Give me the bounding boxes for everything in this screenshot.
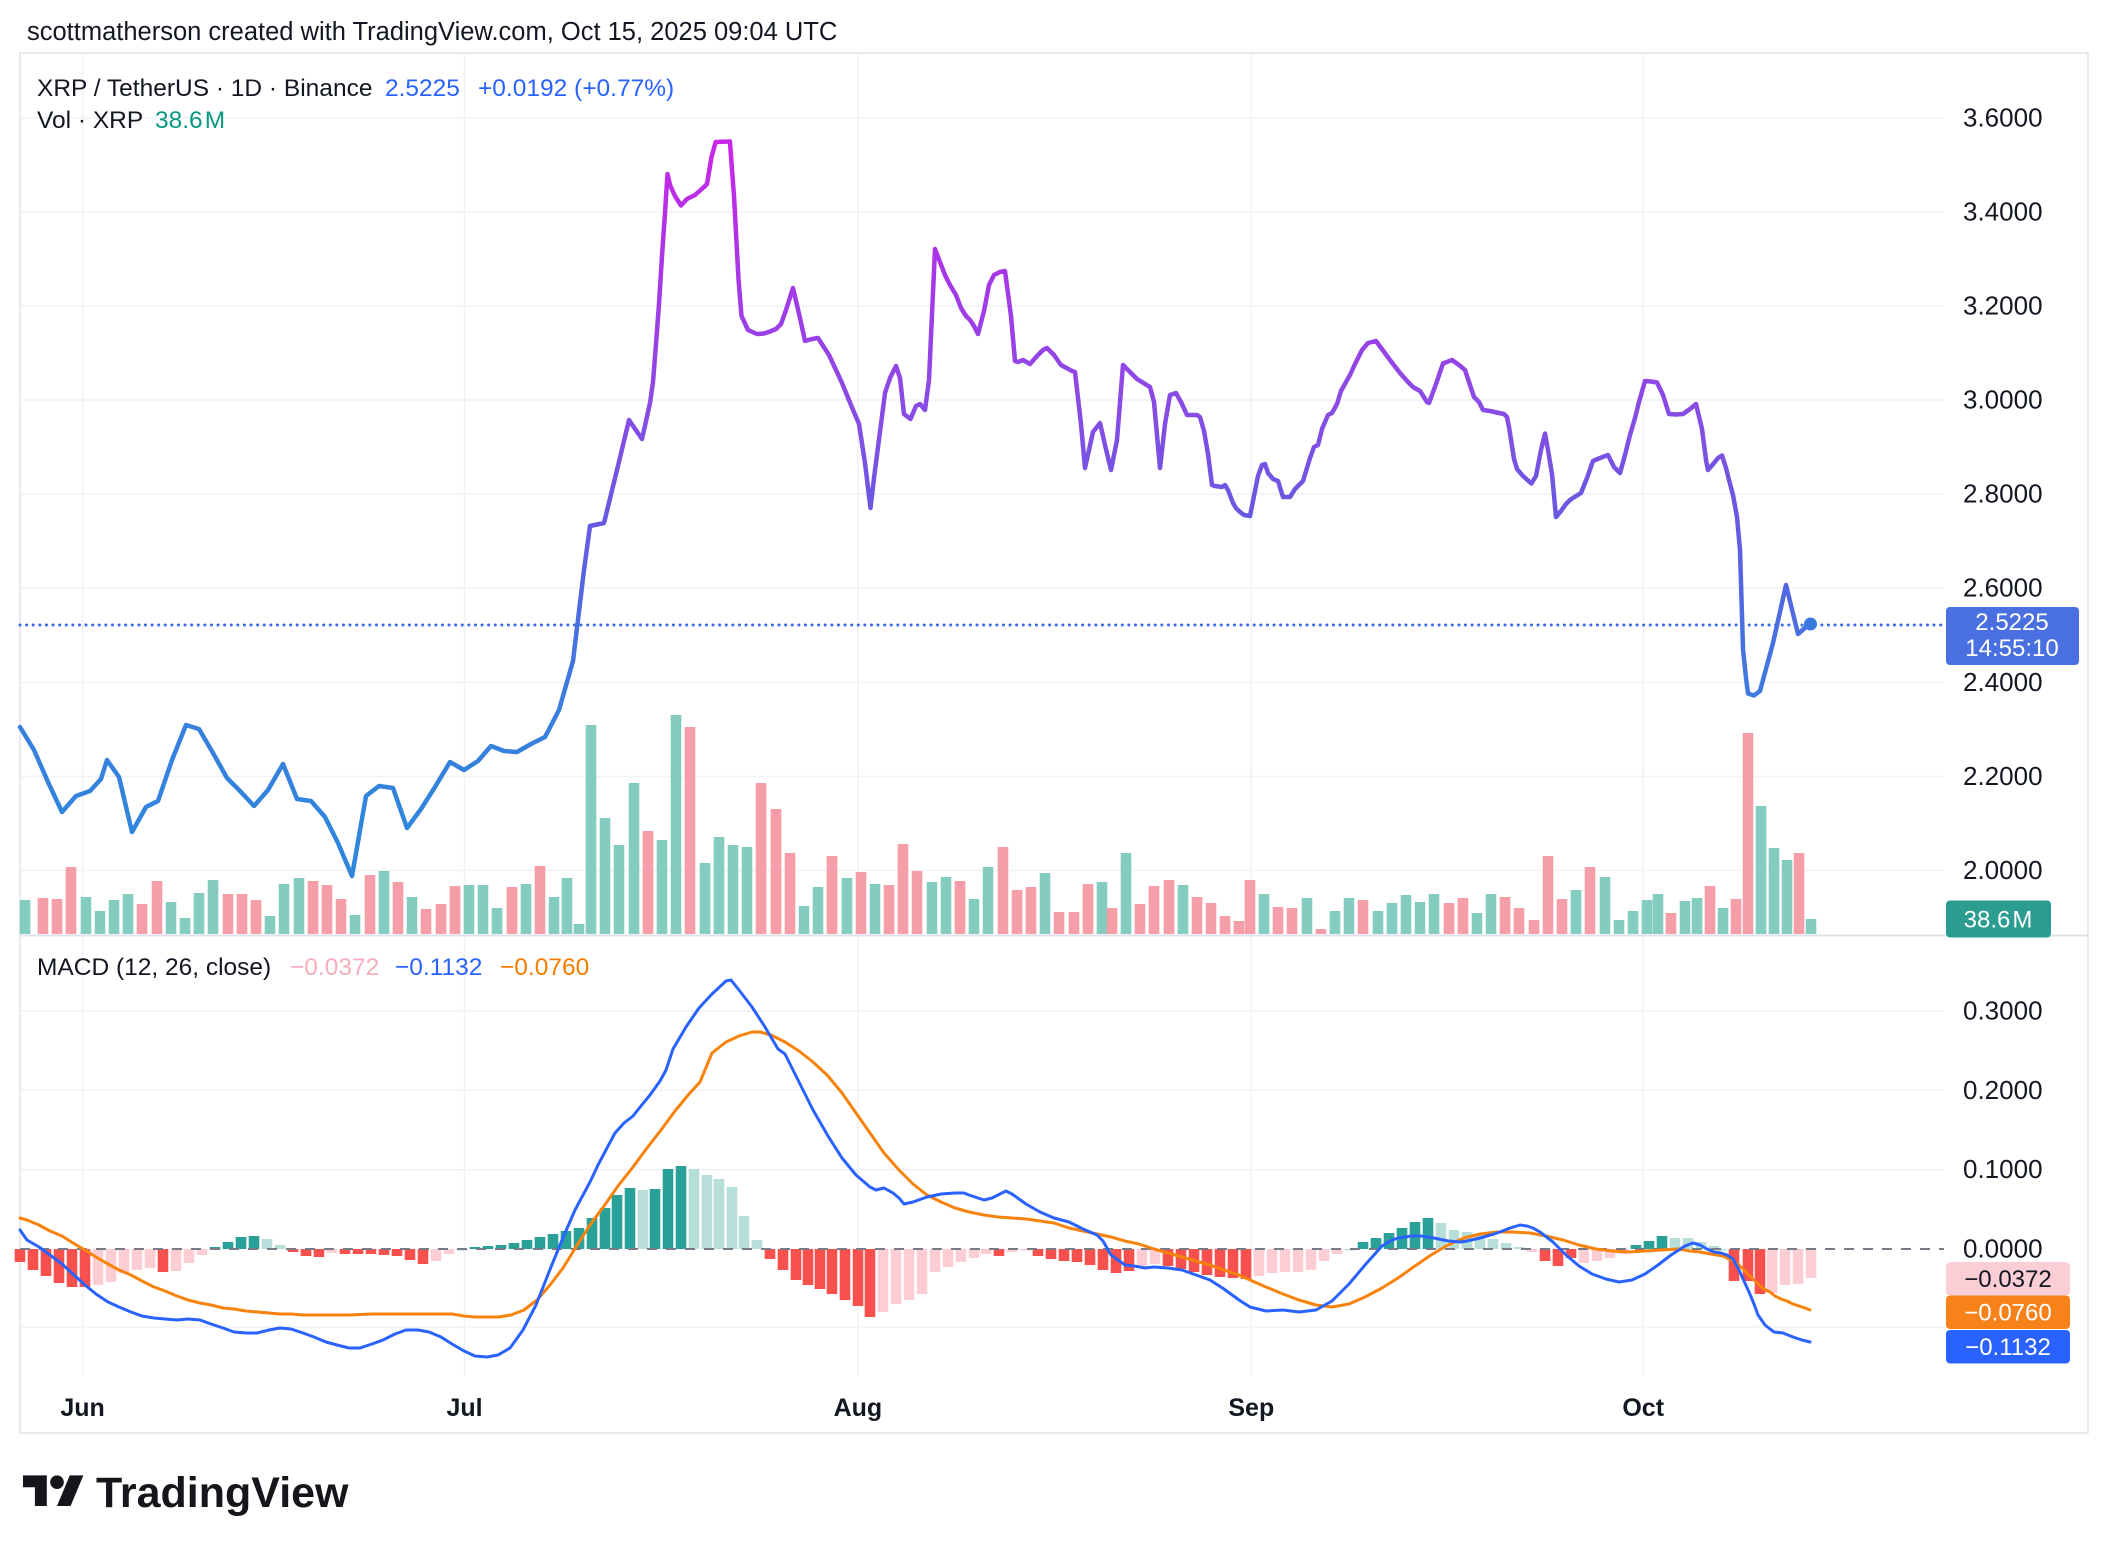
svg-text:0.1000: 0.1000 — [1963, 1154, 2043, 1184]
svg-text:3.0000: 3.0000 — [1963, 385, 2043, 415]
svg-text:XRP / TetherUS · 1D · Binance: XRP / TetherUS · 1D · Binance — [37, 75, 372, 102]
svg-text:Sep: Sep — [1228, 1394, 1274, 1422]
svg-text:0.2000: 0.2000 — [1963, 1075, 2043, 1105]
svg-text:−0.1132: −0.1132 — [1965, 1334, 2051, 1361]
svg-text:2.5225: 2.5225 — [385, 75, 460, 102]
svg-text:MACD (12, 26, close): MACD (12, 26, close) — [37, 954, 271, 981]
svg-text:−0.0372: −0.0372 — [290, 954, 379, 981]
svg-text:Aug: Aug — [834, 1394, 883, 1422]
svg-text:2.2000: 2.2000 — [1963, 761, 2043, 791]
svg-text:Vol · XRP: Vol · XRP — [37, 107, 143, 134]
svg-text:3.6000: 3.6000 — [1963, 103, 2043, 133]
svg-text:+0.0192 (+0.77%): +0.0192 (+0.77%) — [478, 75, 674, 102]
svg-text:0.0000: 0.0000 — [1963, 1233, 2043, 1263]
svg-text:0.3000: 0.3000 — [1963, 996, 2043, 1026]
svg-text:2.5225: 2.5225 — [1975, 609, 2048, 636]
svg-text:Jul: Jul — [446, 1394, 482, 1422]
svg-text:−0.0760: −0.0760 — [1964, 1300, 2051, 1327]
svg-text:38.6 M: 38.6 M — [1964, 907, 2033, 934]
svg-text:Jun: Jun — [60, 1394, 104, 1422]
svg-text:TradingView: TradingView — [96, 1469, 349, 1517]
svg-text:Oct: Oct — [1622, 1394, 1664, 1422]
svg-text:3.2000: 3.2000 — [1963, 291, 2043, 321]
svg-text:−0.1132: −0.1132 — [395, 954, 482, 981]
svg-text:3.4000: 3.4000 — [1963, 197, 2043, 227]
svg-text:2.4000: 2.4000 — [1963, 667, 2043, 697]
svg-text:2.8000: 2.8000 — [1963, 479, 2043, 509]
svg-text:2.6000: 2.6000 — [1963, 573, 2043, 603]
svg-text:38.6 M: 38.6 M — [155, 107, 225, 134]
svg-text:14:55:10: 14:55:10 — [1965, 635, 2058, 662]
svg-text:−0.0372: −0.0372 — [1964, 1266, 2051, 1293]
svg-text:scottmatherson created with Tr: scottmatherson created with TradingView.… — [27, 18, 837, 46]
svg-text:−0.0760: −0.0760 — [500, 954, 589, 981]
svg-text:2.0000: 2.0000 — [1963, 855, 2043, 885]
